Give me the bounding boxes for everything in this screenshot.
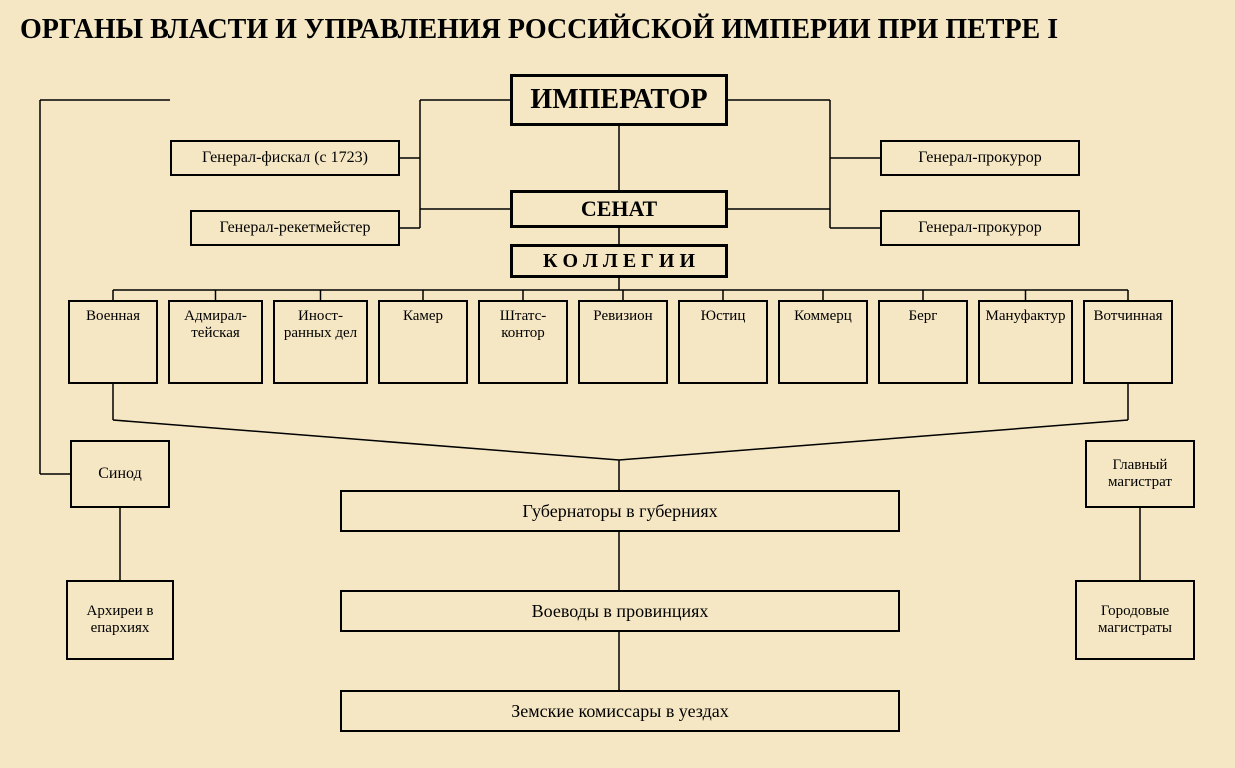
collegia-revizion: Ревизион	[578, 300, 668, 384]
collegia-shtats: Штатс­контор	[478, 300, 568, 384]
collegia-inostr: Иност­ранных дел	[273, 300, 368, 384]
node-general-prokuror-2: Генерал-прокурор	[880, 210, 1080, 246]
node-sinod: Синод	[70, 440, 170, 508]
node-general-reketmeister: Генерал-рекетмейстер	[190, 210, 400, 246]
node-governors: Губернаторы в губерниях	[340, 490, 900, 532]
collegia-votchin: Вотчин­ная	[1083, 300, 1173, 384]
node-general-fiscal: Генерал-фискал (с 1723)	[170, 140, 400, 176]
node-voevody: Воеводы в провинциях	[340, 590, 900, 632]
node-gorodovye-magistraty: Городовые магистраты	[1075, 580, 1195, 660]
page-title: ОРГАНЫ ВЛАСТИ И УПРАВЛЕНИЯ РОССИЙСКОЙ ИМ…	[20, 14, 1058, 46]
node-senate: СЕНАТ	[510, 190, 728, 228]
node-glavny-magistrat: Главный магистрат	[1085, 440, 1195, 508]
node-collegia: К О Л Л Е Г И И	[510, 244, 728, 278]
collegia-voennaya: Военная	[68, 300, 158, 384]
node-emperor: ИМПЕРАТОР	[510, 74, 728, 126]
collegia-manufaktur: Ману­фактур	[978, 300, 1073, 384]
collegia-kommerts: Коммерц	[778, 300, 868, 384]
node-zemskie: Земские комиссары в уездах	[340, 690, 900, 732]
collegia-yustits: Юстиц	[678, 300, 768, 384]
collegia-kamer: Камер	[378, 300, 468, 384]
node-arhierei: Архиреи в епархиях	[66, 580, 174, 660]
collegia-berg: Берг	[878, 300, 968, 384]
collegia-admiral: Адмирал­тейская	[168, 300, 263, 384]
node-general-prokuror-1: Генерал-прокурор	[880, 140, 1080, 176]
